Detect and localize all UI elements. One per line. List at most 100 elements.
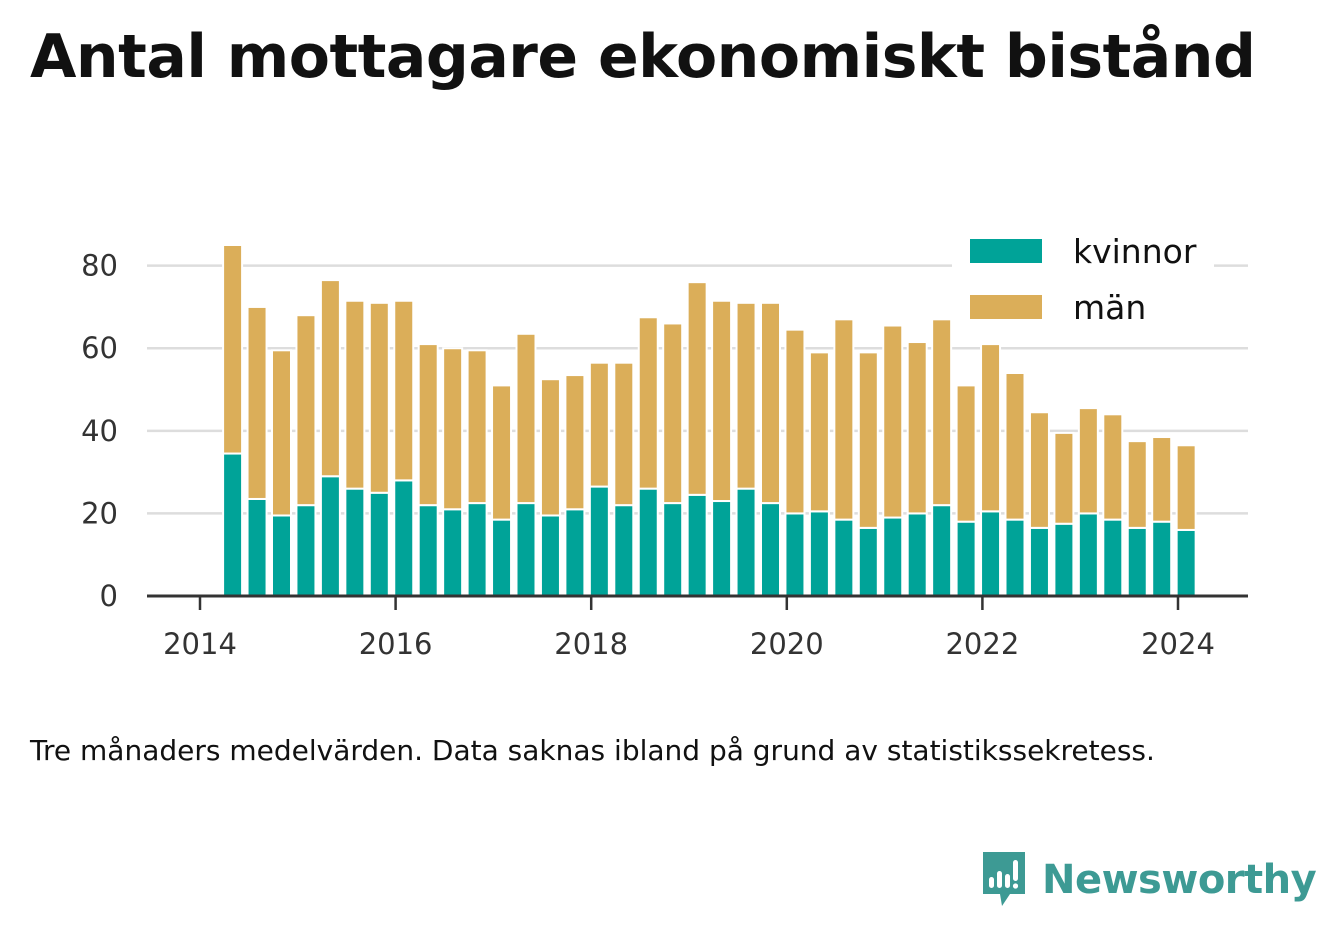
bar-segment-kvinnor: [442, 508, 464, 597]
bar-segment-kvinnor: [1028, 526, 1050, 597]
bar-segment-män: [222, 244, 244, 455]
bar-segment-män: [1175, 444, 1197, 531]
bar-segment-män: [1126, 440, 1148, 529]
bar-segment-män: [319, 279, 341, 478]
bar-segment-kvinnor: [271, 514, 292, 597]
x-tick-label: 2020: [750, 627, 824, 661]
legend-label-kvinnor: kvinnor: [1073, 232, 1197, 271]
x-tick-label: 2022: [945, 627, 1019, 661]
bar-segment-män: [784, 328, 806, 515]
bar-segment-män: [613, 361, 635, 507]
bar-segment-män: [564, 374, 586, 511]
bar-segment-män: [760, 301, 781, 505]
bar-segment-män: [393, 299, 415, 482]
bar-segment-kvinnor: [980, 510, 1002, 597]
bar-segment-kvinnor: [1004, 518, 1026, 598]
bar-segment-kvinnor: [784, 512, 806, 597]
bar-segment-kvinnor: [1077, 512, 1099, 597]
bar-segment-män: [539, 378, 561, 517]
bar-segment-kvinnor: [711, 500, 733, 597]
bar-segment-män: [1004, 372, 1026, 521]
bar-segment-män: [1151, 436, 1173, 523]
bar-segment-män: [246, 305, 268, 500]
bar-segment-kvinnor: [246, 497, 268, 598]
bar-segment-män: [808, 351, 830, 513]
bar-segment-kvinnor: [637, 487, 659, 597]
bar-segment-kvinnor: [735, 487, 757, 597]
bar-segment-män: [515, 332, 537, 505]
y-tick-label: 20: [81, 496, 118, 530]
bar-segment-kvinnor: [539, 514, 561, 597]
x-tick-label: 2018: [554, 627, 628, 661]
chart-title: Antal mottagare ekonomiskt bistånd: [30, 22, 1256, 92]
bar-segment-kvinnor: [1151, 520, 1173, 598]
bar-segment-kvinnor: [1126, 526, 1148, 597]
bar-segment-kvinnor: [564, 508, 586, 597]
bar-segment-män: [442, 347, 464, 511]
bar-chart-speech-bubble-icon: [983, 852, 1025, 906]
bar-segment-män: [417, 343, 439, 507]
bar-segment-män: [931, 318, 953, 507]
bar-segment-män: [1053, 431, 1075, 525]
brand-logo: Newsworthy: [980, 850, 1317, 910]
bar-segment-män: [637, 316, 659, 490]
x-tick-label: 2016: [359, 627, 433, 661]
bar-segment-män: [955, 384, 977, 523]
legend: kvinnor män: [952, 226, 1214, 336]
bar-segment-kvinnor: [1102, 518, 1124, 598]
legend-swatch-kvinnor: [970, 239, 1042, 263]
bar-segment-män: [1102, 413, 1124, 521]
bar-segment-kvinnor: [662, 502, 684, 597]
bar-segment-kvinnor: [515, 502, 537, 597]
bar-segment-män: [271, 349, 292, 517]
bar-segment-män: [906, 341, 928, 515]
bar-segment-kvinnor: [882, 516, 904, 598]
bar-segment-män: [711, 299, 733, 503]
bar-segment-kvinnor: [466, 502, 488, 597]
bar-segment-kvinnor: [686, 493, 708, 597]
bar-segment-kvinnor: [344, 487, 366, 597]
bar-segment-män: [686, 281, 708, 496]
bar-segment-kvinnor: [295, 504, 317, 598]
bar-segment-kvinnor: [393, 479, 415, 597]
bar-segment-kvinnor: [1053, 522, 1075, 597]
bar-segment-kvinnor: [760, 502, 781, 597]
bar-segment-män: [588, 361, 610, 488]
y-tick-label: 0: [100, 579, 118, 613]
bar-segment-kvinnor: [1175, 528, 1197, 597]
brand-name: Newsworthy: [1042, 857, 1317, 903]
bar-segment-män: [857, 351, 879, 529]
bar-segment-kvinnor: [808, 510, 830, 597]
bar-segment-män: [882, 324, 904, 519]
bar-segment-män: [662, 322, 684, 505]
bar-segment-kvinnor: [955, 520, 977, 598]
bar-segment-kvinnor: [222, 452, 244, 598]
bar-segment-män: [344, 299, 366, 490]
bar-segment-kvinnor: [833, 518, 855, 598]
legend-swatch-män: [970, 295, 1042, 319]
x-tick-label: 2014: [163, 627, 237, 661]
bar-segment-kvinnor: [319, 475, 341, 598]
axes: 0 20 40 60 80 2014 2016 2018 2020 2022 2024: [81, 249, 1248, 661]
bar-segment-kvinnor: [931, 504, 953, 598]
x-tick-label: 2024: [1141, 627, 1215, 661]
bar-segment-kvinnor: [417, 504, 439, 598]
bar-segment-män: [491, 384, 513, 521]
bar-segment-män: [295, 314, 317, 507]
legend-label-män: män: [1073, 288, 1146, 327]
bar-segment-kvinnor: [857, 526, 879, 597]
bar-segment-kvinnor: [368, 491, 390, 597]
bar-segment-män: [735, 301, 757, 490]
bar-segment-män: [368, 301, 390, 494]
bar-segment-kvinnor: [906, 512, 928, 597]
chart-note: Tre månaders medelvärden. Data saknas ib…: [30, 734, 1155, 767]
y-tick-label: 80: [81, 249, 118, 283]
bar-segment-män: [833, 318, 855, 521]
y-tick-label: 60: [81, 331, 118, 365]
bar-segment-män: [980, 343, 1002, 513]
bar-segment-kvinnor: [588, 485, 610, 597]
y-tick-label: 40: [81, 414, 118, 448]
bar-segment-kvinnor: [613, 504, 635, 598]
bar-segment-män: [1028, 411, 1050, 529]
